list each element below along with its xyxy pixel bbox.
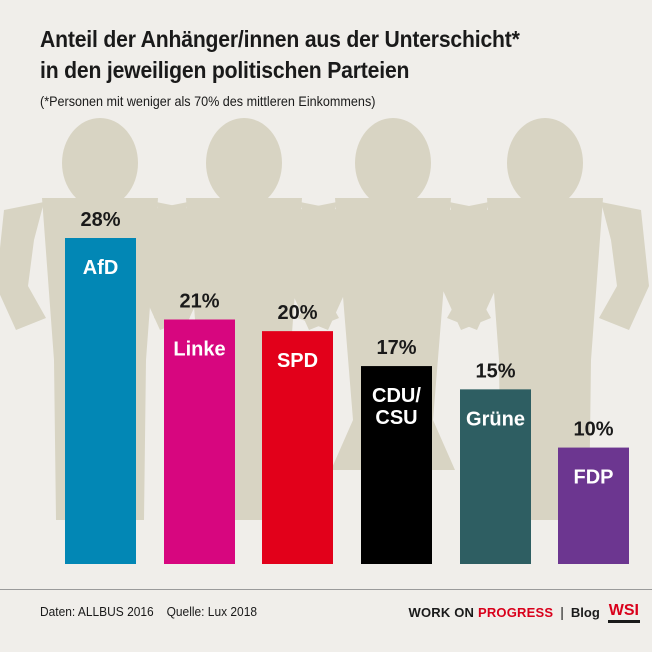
bar-afd	[65, 238, 136, 564]
title-line-1: Anteil der Anhänger/innen aus der Unters…	[40, 26, 520, 52]
bar-cdu-csu	[361, 366, 432, 564]
category-label: Linke	[173, 339, 225, 361]
value-label: 21%	[179, 291, 219, 313]
bar-gr-ne	[460, 389, 531, 564]
brand-accent: PROGRESS	[477, 604, 554, 620]
footer-branding: WORK ON PROGRESS | Blog WSI	[408, 598, 640, 626]
bar-fdp	[558, 447, 629, 564]
footer-divider	[0, 589, 652, 590]
brand-separator: |	[560, 604, 564, 620]
bar-linke	[164, 319, 235, 564]
title-line-2: in den jeweiligen politischen Parteien	[40, 57, 410, 83]
blog-link[interactable]: Blog	[570, 604, 600, 620]
chart-title: Anteil der Anhänger/innen aus der Unters…	[40, 24, 520, 86]
category-label: FDP	[574, 467, 614, 489]
source-citation: Quelle: Lux 2018	[166, 604, 258, 619]
bar-spd	[262, 331, 333, 564]
brand-prefix: WORK ON	[408, 604, 478, 620]
category-label: SPD	[277, 350, 318, 372]
category-label: AfD	[83, 257, 119, 279]
brand-name[interactable]: WORK ON PROGRESS	[408, 605, 553, 620]
value-label: 10%	[573, 419, 613, 441]
footer-sources: Daten: ALLBUS 2016 Quelle: Lux 2018	[40, 604, 270, 619]
chart-subtitle: (*Personen mit weniger als 70% des mittl…	[40, 93, 376, 109]
data-source: Daten: ALLBUS 2016	[40, 604, 154, 619]
value-label: 15%	[475, 360, 515, 382]
wsi-logo[interactable]: WSI	[607, 602, 640, 623]
value-label: 28%	[80, 209, 120, 231]
value-label: 20%	[277, 302, 317, 324]
category-label: CSU	[375, 407, 417, 429]
category-label: Grüne	[466, 408, 525, 430]
value-label: 17%	[376, 337, 416, 359]
category-label: CDU/	[372, 385, 421, 407]
